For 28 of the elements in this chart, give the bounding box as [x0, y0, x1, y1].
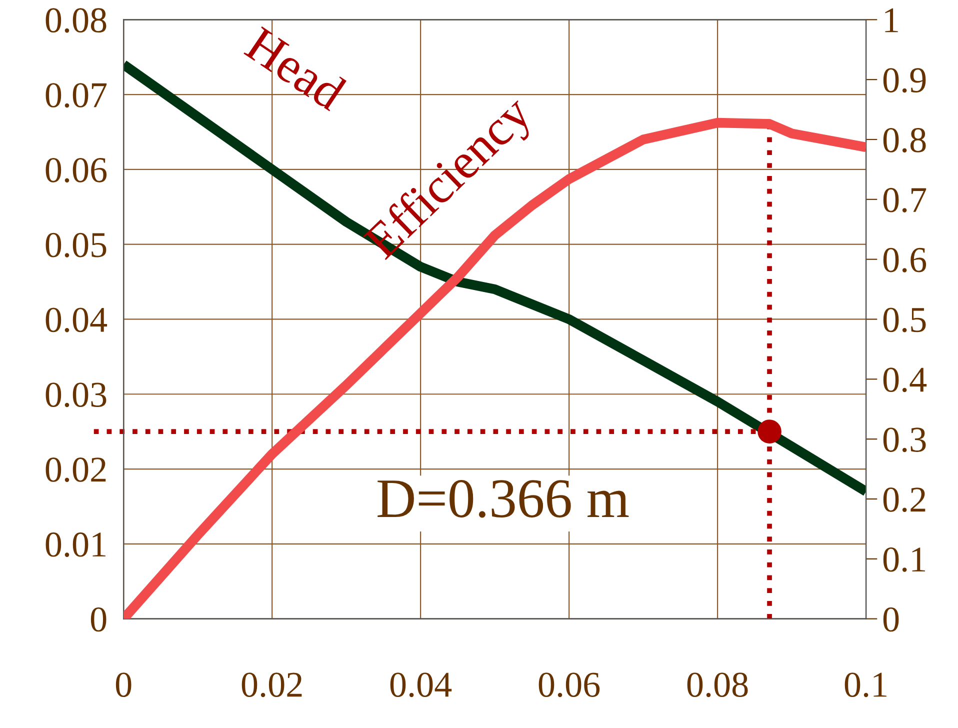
y2-tick-label: 0.1: [883, 547, 925, 572]
text: Head: [243, 24, 349, 112]
y-tick-label: 0.05: [46, 232, 106, 258]
x-tick-label: 0.04: [390, 672, 452, 698]
y2-tick-label: 0.8: [883, 128, 926, 153]
y2-tick-label: 0.4: [883, 368, 927, 392]
y-tick-label: 0.06: [46, 158, 107, 182]
y2-tick-label: 1: [885, 8, 898, 32]
y-tick-label: 0.02: [46, 458, 106, 482]
x-tick-label: 0.1: [844, 672, 886, 698]
y2-tick-label: 0.7: [883, 188, 926, 212]
y2-tick-label: 0.5: [883, 308, 926, 332]
y2-tick-label: 0.6: [883, 248, 926, 272]
x-tick-label: 0: [116, 672, 132, 697]
x-tick-label: 0.06: [538, 672, 600, 698]
y-tick-label: 0.01: [46, 532, 106, 557]
y2-tick-label: 0.3: [883, 428, 926, 452]
y-tick-label: 0.03: [46, 382, 106, 408]
y-tick-label: 0.04: [46, 308, 108, 332]
x-tick-label: 0.02: [242, 672, 302, 698]
y-tick-label: 0: [90, 607, 106, 632]
x-tick-label: 0.08: [687, 672, 748, 698]
y2-tick-label: 0.9: [883, 68, 926, 93]
annotation: D=0.366 m: [378, 480, 629, 518]
y-tick-label: 0.08: [46, 8, 106, 33]
y-tick-label: 0.07: [46, 83, 107, 108]
y2-tick-label: 0.2: [883, 487, 926, 512]
y2-tick-label: 0: [883, 607, 899, 632]
